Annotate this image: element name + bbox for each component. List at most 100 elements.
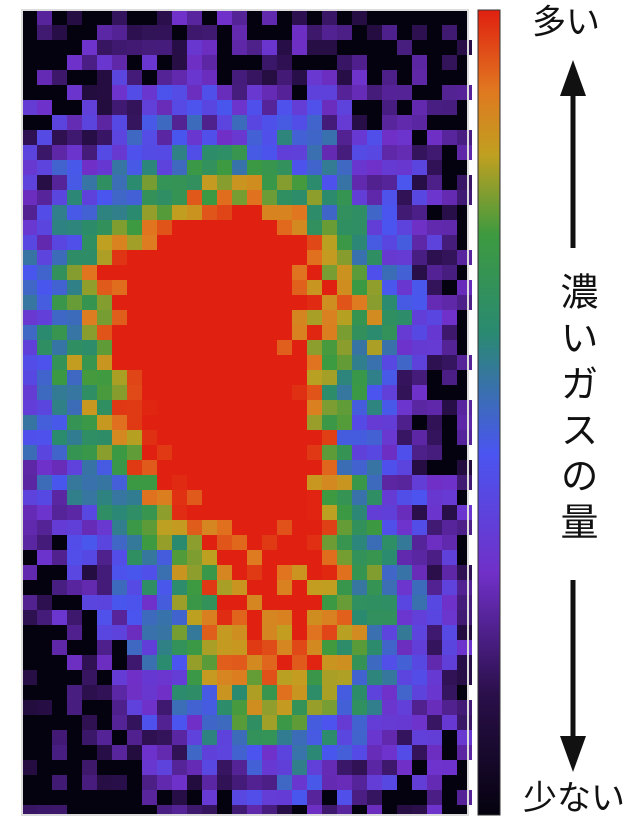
map-cell [337,25,352,40]
map-cell [82,325,97,340]
map-cell [142,85,157,100]
map-cell [322,475,337,490]
map-cell [82,445,97,460]
map-cell [397,745,412,760]
map-cell [397,415,412,430]
map-cell [307,685,322,700]
map-cell [172,85,187,100]
map-cell [82,40,97,55]
map-cell [292,340,307,355]
map-cell [442,265,457,280]
map-cell [172,325,187,340]
map-cell [292,415,307,430]
map-cell [157,460,172,475]
map-cell [112,535,127,550]
map-cell [367,790,382,805]
map-cell [337,100,352,115]
map-cell [157,265,172,280]
map-cell [232,340,247,355]
map-cell [97,250,112,265]
map-cell [247,685,262,700]
map-cell [187,340,202,355]
map-cell [157,370,172,385]
map-cell [217,775,232,790]
map-cell [292,205,307,220]
map-cell [127,145,142,160]
map-cell [382,655,397,670]
map-cell [337,355,352,370]
map-cell [112,10,127,25]
map-cell [217,400,232,415]
map-cell [292,400,307,415]
map-cell [352,310,367,325]
map-cell [142,670,157,685]
map-cell [337,580,352,595]
map-cell [67,190,82,205]
map-cell [292,40,307,55]
map-cell [127,730,142,745]
map-cell [307,730,322,745]
map-cell [322,220,337,235]
map-cell [127,190,142,205]
map-cell [292,625,307,640]
map-cell [412,655,427,670]
map-cell [397,430,412,445]
map-cell [97,475,112,490]
map-cell [157,715,172,730]
map-cell [142,325,157,340]
map-cell [412,70,427,85]
map-cell [322,565,337,580]
map-cell [427,355,442,370]
figure: 多い 濃いガスの量 少ない [0,0,638,823]
map-cell [232,760,247,775]
map-cell [322,625,337,640]
map-cell [352,505,367,520]
map-cell [412,535,427,550]
map-cell [187,10,202,25]
map-cell [37,370,52,385]
map-cell [427,325,442,340]
map-cell [142,550,157,565]
map-cell [127,130,142,145]
map-cell [262,730,277,745]
map-cell [292,115,307,130]
map-cell [457,520,472,535]
map-cell [37,70,52,85]
map-cell [412,190,427,205]
map-cell [97,415,112,430]
map-cell [217,10,232,25]
map-cell [412,715,427,730]
map-cell [292,430,307,445]
map-cell [442,670,457,685]
label-high: 多い [532,3,600,43]
map-cell [97,775,112,790]
map-cell [457,670,472,685]
map-cell [247,220,262,235]
map-cell [22,235,37,250]
map-cell [22,415,37,430]
map-cell [457,250,472,265]
map-cell [412,25,427,40]
map-cell [37,325,52,340]
map-cell [172,475,187,490]
map-cell [52,490,67,505]
map-cell [157,340,172,355]
map-cell [337,190,352,205]
map-cell [52,115,67,130]
map-cell [412,370,427,385]
map-cell [412,100,427,115]
map-cell [157,805,172,815]
map-cell [247,535,262,550]
map-cell [202,175,217,190]
map-cell [337,55,352,70]
map-cell [97,265,112,280]
map-cell [322,295,337,310]
map-cell [157,760,172,775]
map-cell [352,685,367,700]
map-cell [277,535,292,550]
map-cell [292,790,307,805]
map-cell [277,505,292,520]
map-cell [397,715,412,730]
map-cell [157,580,172,595]
map-cell [442,715,457,730]
